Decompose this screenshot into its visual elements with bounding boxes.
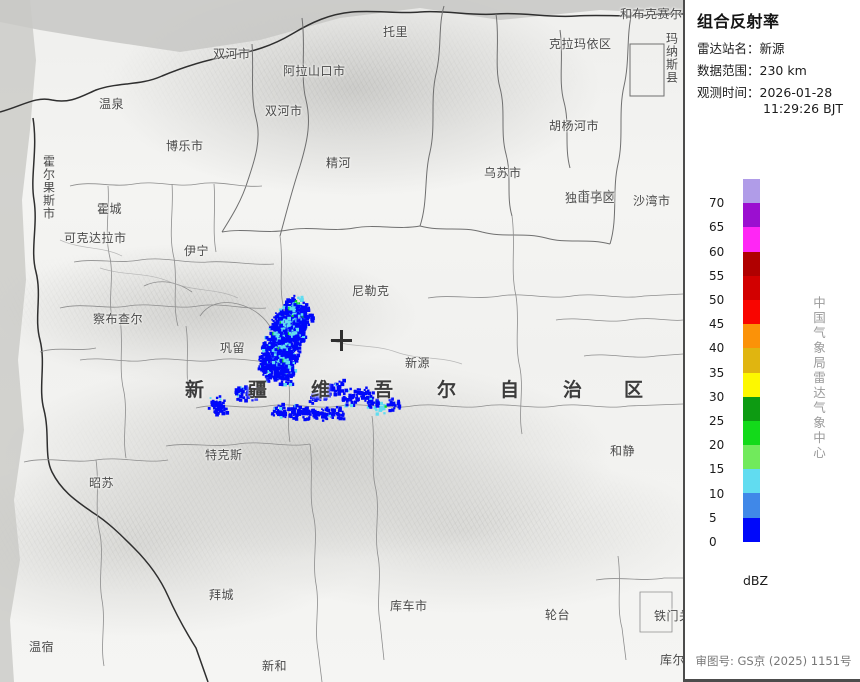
echo-cell-62 — [287, 365, 291, 369]
echo-cell-15 — [290, 318, 294, 322]
colorbar-band-10-15 — [743, 469, 760, 494]
meta-label-time: 观测时间： — [697, 85, 760, 100]
colorbar-band-55-60 — [743, 251, 760, 276]
echo-cell-81 — [325, 413, 329, 417]
colorbar-band-35-40 — [743, 348, 760, 373]
echo-cell-84 — [352, 394, 356, 398]
colorbar-band-65-70 — [743, 203, 760, 228]
boundary-lines — [0, 0, 683, 682]
radar-station-crosshair-icon — [331, 330, 352, 351]
echo-cell-90 — [248, 393, 252, 397]
echo-cell-75 — [277, 409, 281, 413]
meta-value-date: 2026-01-28 — [759, 85, 833, 100]
colorbar-tick-35: 35 — [709, 365, 725, 380]
colorbar-tick-5: 5 — [709, 510, 717, 525]
colorbar-tick-30: 30 — [709, 389, 725, 404]
echo-cell-79 — [307, 412, 311, 416]
colorbar-tick-20: 20 — [709, 438, 725, 453]
meta-value-range: 230 km — [759, 63, 807, 78]
echo-cell-78 — [299, 410, 303, 414]
meta-value-time: 11:29:26 BJT — [763, 101, 844, 116]
echo-cell-64 — [269, 368, 273, 372]
meta-row-time: 观测时间：2026-01-28 — [697, 82, 832, 101]
echo-cell-33 — [271, 337, 275, 341]
echo-cell-80 — [316, 411, 320, 415]
colorbar-unit-label: dBZ — [743, 573, 769, 588]
colorbar-tick-50: 50 — [709, 293, 725, 307]
meta-row-station: 雷达站名：新源 — [697, 38, 785, 57]
echo-cell-4 — [285, 307, 289, 311]
radar-echo-layer — [207, 294, 402, 422]
colorbar-band-5-10 — [743, 493, 760, 518]
echo-cell-46 — [285, 349, 289, 353]
colorbar-band-40-45 — [743, 324, 760, 349]
meta-value-station: 新源 — [759, 41, 785, 56]
echo-cell-2 — [288, 304, 292, 308]
colorbar-band-45-50 — [743, 299, 760, 325]
colorbar-tick-55: 55 — [709, 268, 725, 283]
echo-cell-63 — [263, 367, 267, 371]
echo-cell-94 — [380, 406, 384, 410]
colorbar-tick-10: 10 — [709, 486, 725, 501]
colorbar-tick-45: 45 — [709, 317, 725, 332]
panel-bottom-divider — [685, 679, 860, 682]
echo-cell-93 — [235, 392, 239, 396]
reflectivity-colorbar — [743, 179, 760, 542]
echo-cell-72 — [214, 401, 218, 405]
echo-cell-43 — [267, 347, 271, 351]
echo-cell-96 — [370, 400, 374, 404]
echo-cell-87 — [338, 385, 342, 389]
colorbar-band-50-55 — [743, 275, 760, 300]
radar-map-panel[interactable]: 托里 和布克赛尔 克拉玛依区 玛纳斯县 阿拉山口市 双河市 双河市 温泉 博乐市 精河 胡杨河市 乌苏… — [0, 0, 683, 682]
echo-cell-67 — [286, 370, 290, 374]
echo-cell-97 — [366, 396, 370, 400]
echo-cell-27 — [298, 330, 302, 334]
colorbar-band-15-20 — [743, 445, 760, 470]
echo-cell-74 — [219, 407, 223, 411]
colorbar-band-30-35 — [743, 372, 760, 397]
colorbar-tick-65: 65 — [709, 220, 725, 235]
colorbar-band-20-25 — [743, 420, 760, 446]
colorbar-tick-40: 40 — [709, 341, 725, 356]
echo-cell-55 — [277, 359, 281, 363]
colorbar-tick-15: 15 — [709, 462, 725, 477]
echo-cell-85 — [359, 391, 363, 395]
echo-cell-71 — [285, 377, 289, 381]
echo-cell-12 — [305, 315, 309, 319]
colorbar-band-60-65 — [743, 227, 760, 252]
echo-cell-89 — [310, 396, 314, 400]
echo-cell-22 — [300, 325, 304, 329]
echo-cell-18 — [277, 322, 281, 326]
echo-cell-95 — [392, 403, 396, 407]
map-approval-number: 审图号: GS京 (2025) 1151号 — [695, 654, 852, 668]
echo-cell-83 — [346, 398, 350, 402]
meta-label-range: 数据范围： — [697, 63, 760, 78]
echo-cell-82 — [336, 412, 340, 416]
agency-watermark: 中国气象局雷达气象中心 — [811, 296, 826, 461]
echo-cell-76 — [283, 410, 287, 414]
echo-cell-7 — [302, 310, 306, 314]
colorbar-band-25-30 — [743, 396, 760, 421]
echo-cell-29 — [279, 333, 283, 337]
colorbar-tick-70: 70 — [709, 196, 725, 211]
colorbar-band-0-5 — [743, 517, 760, 542]
colorbar-tick-60: 60 — [709, 244, 725, 259]
product-title: 组合反射率 — [697, 12, 780, 31]
echo-cell-91 — [253, 390, 257, 394]
echo-cell-59 — [270, 363, 274, 367]
info-side-panel: 组合反射率 雷达站名：新源 数据范围：230 km 观测时间：2026-01-2… — [683, 0, 860, 682]
meta-row-range: 数据范围：230 km — [697, 60, 807, 79]
meta-label-station: 雷达站名： — [697, 41, 760, 56]
colorbar-tick-0: 0 — [709, 535, 717, 549]
colorbar-band-70-75 — [743, 179, 760, 204]
colorbar-tick-25: 25 — [709, 414, 725, 428]
